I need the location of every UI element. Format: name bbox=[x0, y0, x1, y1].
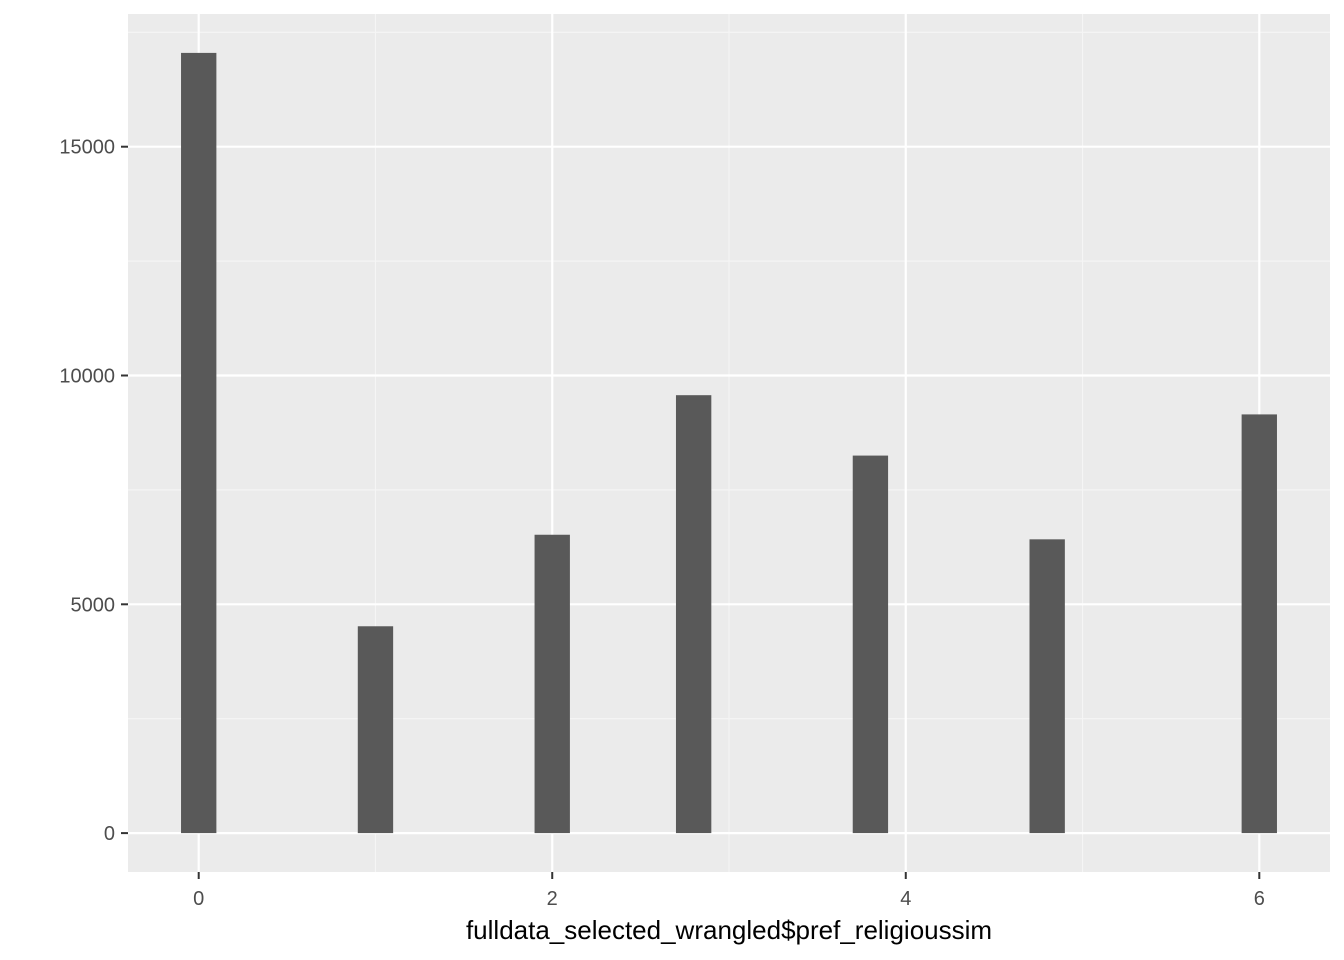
y-tick-label: 0 bbox=[104, 823, 115, 845]
bar bbox=[852, 455, 889, 834]
y-tick-label: 15000 bbox=[59, 137, 115, 159]
x-tick-label: 4 bbox=[900, 888, 911, 910]
x-axis-title: fulldata_selected_wrangled$pref_religiou… bbox=[466, 915, 992, 945]
x-tick-label: 6 bbox=[1254, 888, 1265, 910]
bar bbox=[534, 534, 570, 834]
minor-gridlines bbox=[128, 14, 1330, 872]
bar bbox=[1029, 539, 1065, 834]
y-tick-label: 5000 bbox=[71, 594, 116, 616]
y-tick-label: 10000 bbox=[59, 366, 115, 388]
x-tick-label: 0 bbox=[193, 888, 204, 910]
bar bbox=[1241, 414, 1277, 834]
bar bbox=[357, 626, 394, 834]
bar bbox=[181, 52, 217, 834]
x-axis: 0 2 4 6 bbox=[193, 872, 1265, 910]
y-axis: 0 5000 10000 15000 bbox=[59, 137, 128, 845]
bar bbox=[675, 395, 712, 834]
x-tick-label: 2 bbox=[547, 888, 558, 910]
bar-series bbox=[181, 52, 1277, 834]
